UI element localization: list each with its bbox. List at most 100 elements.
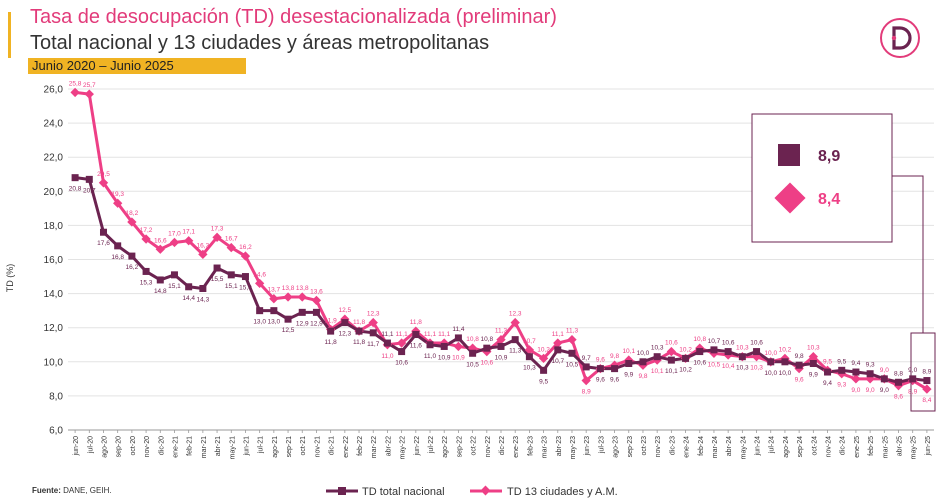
x-tick-label: ago-21 [272, 436, 279, 458]
data-label-national: 9,8 [795, 353, 804, 360]
data-label-national: 9,6 [610, 377, 619, 384]
data-label-cities: 9,0 [866, 387, 875, 394]
data-label-national: 9,4 [823, 380, 832, 387]
data-point-cities [510, 317, 520, 328]
data-label-cities: 8,9 [908, 389, 917, 396]
x-tick-label: abr-23 [556, 436, 563, 456]
data-point-national [71, 174, 79, 182]
data-label-cities: 20,5 [97, 171, 110, 178]
data-label-national: 12,5 [282, 327, 295, 334]
data-point-national [895, 378, 903, 386]
data-label-national: 9,5 [539, 378, 548, 385]
data-label-national: 14,3 [197, 296, 210, 303]
data-label-cities: 10,8 [693, 336, 706, 343]
x-tick-label: jun-22 [414, 436, 421, 457]
data-point-national [582, 363, 590, 371]
data-label-national: 10,5 [566, 361, 579, 368]
x-tick-label: may-23 [570, 436, 577, 459]
data-label-national: 10,0 [637, 350, 650, 357]
data-label-national: 10,6 [722, 340, 735, 347]
data-point-national [327, 327, 335, 335]
data-point-national [199, 284, 207, 292]
x-tick-label: oct-24 [811, 436, 818, 456]
data-label-national: 13,0 [253, 319, 266, 326]
national-latest-value: 8,9 [818, 148, 840, 165]
data-label-national: 9,0 [880, 387, 889, 394]
data-label-national: 10,7 [551, 358, 564, 365]
x-tick-label: ago-24 [783, 436, 790, 458]
data-label-cities: 19,3 [111, 191, 124, 198]
data-label-cities: 9,6 [596, 357, 605, 364]
data-point-cities [169, 237, 180, 248]
data-point-national [738, 353, 746, 361]
data-label-national: 10,3 [651, 345, 664, 352]
data-label-national: 10,6 [693, 360, 706, 367]
x-tick-label: feb-23 [527, 436, 534, 456]
period-badge: Junio 2020 – Junio 2025 [28, 58, 246, 74]
data-point-national [398, 348, 406, 356]
data-label-cities: 18,2 [126, 210, 139, 217]
data-label-national: 20,8 [69, 186, 82, 193]
data-label-cities: 12,3 [367, 311, 380, 318]
data-point-national [369, 329, 377, 337]
data-point-national [511, 336, 519, 344]
data-label-cities: 9,6 [795, 377, 804, 384]
data-label-cities: 13,8 [282, 285, 295, 292]
legend-national-label: TD total nacional [362, 486, 445, 498]
data-point-national [568, 349, 576, 357]
data-label-cities: 10,3 [750, 365, 763, 372]
callout-connector [892, 175, 924, 333]
data-label-national: 12,9 [310, 320, 323, 327]
x-tick-label: abr-25 [897, 436, 904, 456]
data-label-cities: 16,3 [197, 242, 210, 249]
data-point-national [85, 175, 93, 183]
data-label-cities: 13,8 [296, 285, 309, 292]
data-label-cities: 11,3 [495, 328, 508, 335]
data-point-national [170, 271, 178, 279]
y-axis-label: TD (%) [5, 264, 15, 293]
x-tick-label: abr-24 [726, 436, 733, 456]
data-point-cities [240, 251, 251, 261]
data-label-national: 9,3 [866, 362, 875, 369]
data-point-cities [283, 292, 293, 302]
data-label-cities: 10,8 [466, 336, 479, 343]
y-tick-label: 22,0 [44, 153, 64, 164]
data-label-cities: 10,2 [779, 346, 792, 353]
x-tick-label: ago-23 [613, 436, 620, 458]
data-label-national: 10,8 [480, 336, 493, 343]
x-tick-label: sep-22 [456, 436, 463, 458]
data-point-national [554, 346, 562, 354]
data-point-national [824, 368, 832, 376]
data-label-cities: 12,3 [509, 311, 522, 318]
y-tick-label: 8,0 [49, 391, 63, 402]
data-label-national: 10,5 [466, 361, 479, 368]
data-label-national: 16,8 [111, 254, 124, 261]
x-tick-label: may-21 [229, 436, 236, 459]
x-tick-label: jul-21 [258, 436, 265, 454]
data-point-cities [851, 374, 861, 384]
data-label-cities: 9,0 [851, 387, 860, 394]
data-point-national [767, 358, 775, 366]
data-point-national [909, 375, 917, 383]
data-point-cities [297, 292, 307, 302]
data-point-national [298, 308, 306, 316]
data-point-cities [226, 242, 236, 253]
data-label-cities: 9,0 [880, 367, 889, 374]
data-point-national [412, 331, 420, 339]
data-point-cities [113, 198, 123, 208]
x-tick-label: ene-24 [684, 436, 691, 458]
y-tick-label: 14,0 [44, 289, 64, 300]
data-point-national [341, 319, 349, 327]
legend-cities-label: TD 13 ciudades y A.M. [507, 486, 618, 498]
data-point-cities [269, 294, 279, 304]
x-axis: jun-20 jul-20 ago-20 sep-20 oct-20 nov-20 dic-… [73, 430, 932, 459]
data-label-national: 10,6 [395, 360, 408, 367]
data-label-cities: 16,2 [239, 244, 252, 251]
data-label-cities: 8,4 [922, 397, 931, 404]
data-point-cities [311, 295, 322, 306]
data-point-national [639, 358, 647, 366]
data-point-national [625, 360, 633, 368]
data-point-cities [70, 87, 80, 98]
data-point-national [682, 354, 690, 362]
x-tick-label: jul-23 [598, 436, 605, 454]
